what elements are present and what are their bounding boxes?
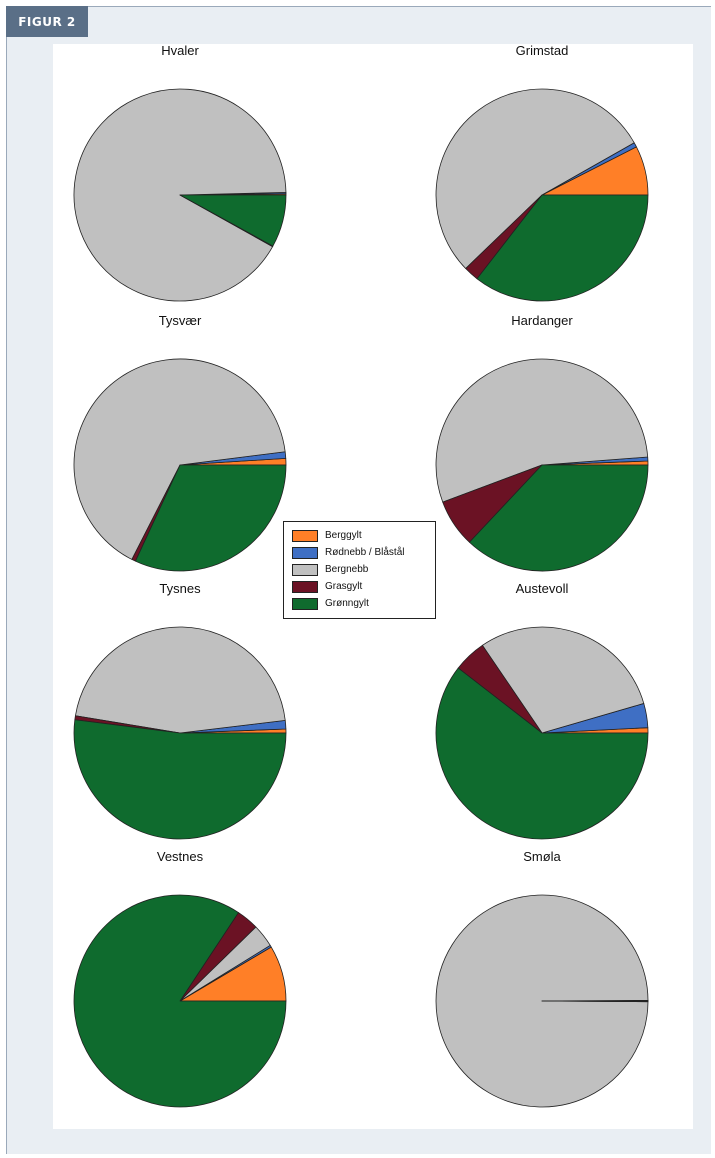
pie-slice-bergnebb	[435, 358, 649, 503]
pie-tysnes: Tysnes	[73, 581, 287, 840]
legend-label: Rødnebb / Blåstål	[325, 547, 405, 558]
pie-title: Hardanger	[511, 313, 573, 328]
chart-panel: Hvaler Grimstad Tysvær Hardanger Tysnes Auste…	[53, 44, 693, 1129]
legend-item-grasgylt: Grasgylt	[292, 578, 435, 595]
legend-swatch	[292, 563, 318, 576]
pie-slice-gronngylt	[435, 667, 649, 840]
legend-label: Berggylt	[325, 530, 362, 541]
pie-title: Hvaler	[161, 44, 199, 58]
legend-swatch	[292, 597, 318, 610]
pie-slice-bergnebb	[435, 88, 635, 269]
pie-slice-gronngylt	[179, 194, 287, 247]
legend-label: Grasgylt	[325, 581, 363, 592]
pie-austevoll: Austevoll	[435, 581, 649, 840]
legend-item-bergnebb: Bergnebb	[292, 561, 435, 578]
pie-hardanger: Hardanger	[435, 313, 649, 572]
pie-title: Austevoll	[516, 581, 569, 596]
pie-vestnes: Vestnes	[73, 849, 287, 1108]
pie-slice-gronngylt	[469, 464, 649, 572]
legend: Berggylt Rødnebb / Blåstål Bergnebb Grasgyl…	[283, 521, 436, 619]
legend-label: Bergnebb	[325, 564, 369, 575]
pie-title: Vestnes	[157, 849, 204, 864]
pie-slice-gronngylt	[135, 464, 287, 572]
legend-item-gronngylt: Grønngylt	[292, 595, 435, 612]
figure-label: FIGUR 2	[6, 6, 88, 37]
pie-slice-gronngylt	[73, 719, 287, 840]
legend-swatch	[292, 529, 318, 542]
pie-grimstad: Grimstad	[435, 44, 649, 302]
legend-swatch	[292, 546, 318, 559]
legend-item-berggylt: Berggylt	[292, 527, 435, 544]
pie-title: Tysvær	[159, 313, 202, 328]
pie-slice-bergnebb	[75, 626, 286, 734]
pie-hvaler: Hvaler	[73, 44, 287, 302]
pie-title: Grimstad	[516, 44, 569, 58]
legend-item-rodnebb-blastal: Rødnebb / Blåstål	[292, 544, 435, 561]
pie-smola: Smøla	[435, 849, 649, 1108]
pie-title: Tysnes	[159, 581, 201, 596]
pie-title: Smøla	[523, 849, 561, 864]
pie-tysvaer: Tysvær	[73, 313, 287, 572]
pie-charts: Hvaler Grimstad Tysvær Hardanger Tysnes Auste…	[73, 44, 649, 1108]
legend-label: Grønngylt	[325, 598, 369, 609]
pie-slice-bergnebb	[482, 626, 645, 734]
pie-slice-bergnebb	[435, 894, 649, 1108]
pie-slice-bergnebb	[73, 358, 286, 560]
pie-slice-gronngylt	[476, 194, 649, 302]
pie-slice-gronngylt	[73, 894, 287, 1108]
legend-swatch	[292, 580, 318, 593]
